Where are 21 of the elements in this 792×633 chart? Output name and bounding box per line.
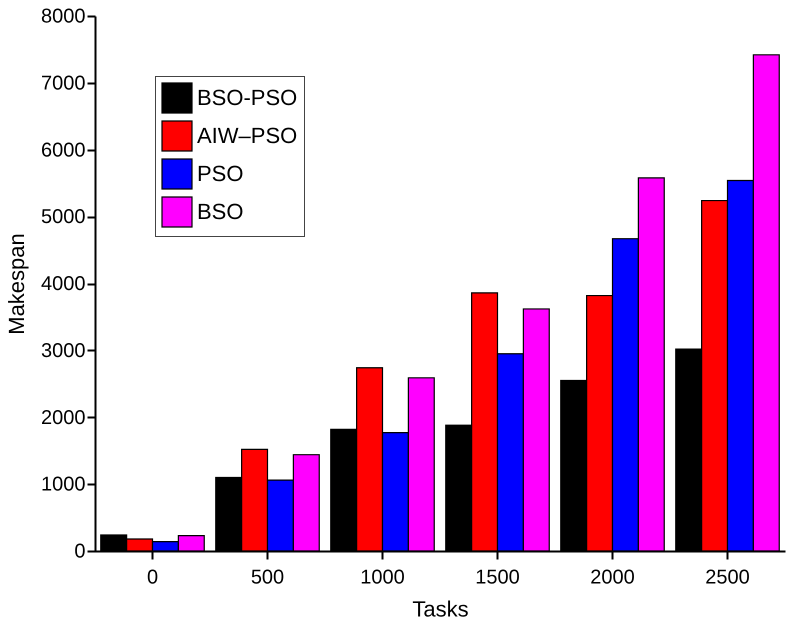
- x-tick-label: 1000: [360, 566, 405, 588]
- y-tick-label: 8000: [41, 6, 86, 28]
- y-axis-title: Makespan: [4, 233, 30, 335]
- legend-label: BSO: [197, 199, 244, 224]
- legend-label: PSO: [197, 161, 244, 186]
- y-tick-label: 7000: [41, 72, 86, 94]
- y-tick-label: 4000: [41, 273, 86, 295]
- y-tick-label: 0: [74, 540, 86, 562]
- legend-label: AIW–PSO: [197, 123, 298, 148]
- x-tick-label: 0: [146, 566, 158, 588]
- x-tick-label: 500: [250, 566, 284, 588]
- legend-label: BSO-PSO: [197, 85, 298, 110]
- y-tick-label: 1000: [41, 474, 86, 496]
- y-tick-label: 2000: [41, 406, 86, 429]
- y-tick-label: 5000: [41, 206, 86, 228]
- x-axis-title: Tasks: [412, 596, 469, 622]
- y-tick-label: 6000: [41, 139, 86, 162]
- x-tick-label: 2500: [705, 566, 750, 588]
- x-tick-label: 2000: [590, 566, 635, 588]
- y-tick-label: 3000: [41, 340, 86, 362]
- x-tick-label: 1500: [475, 566, 520, 588]
